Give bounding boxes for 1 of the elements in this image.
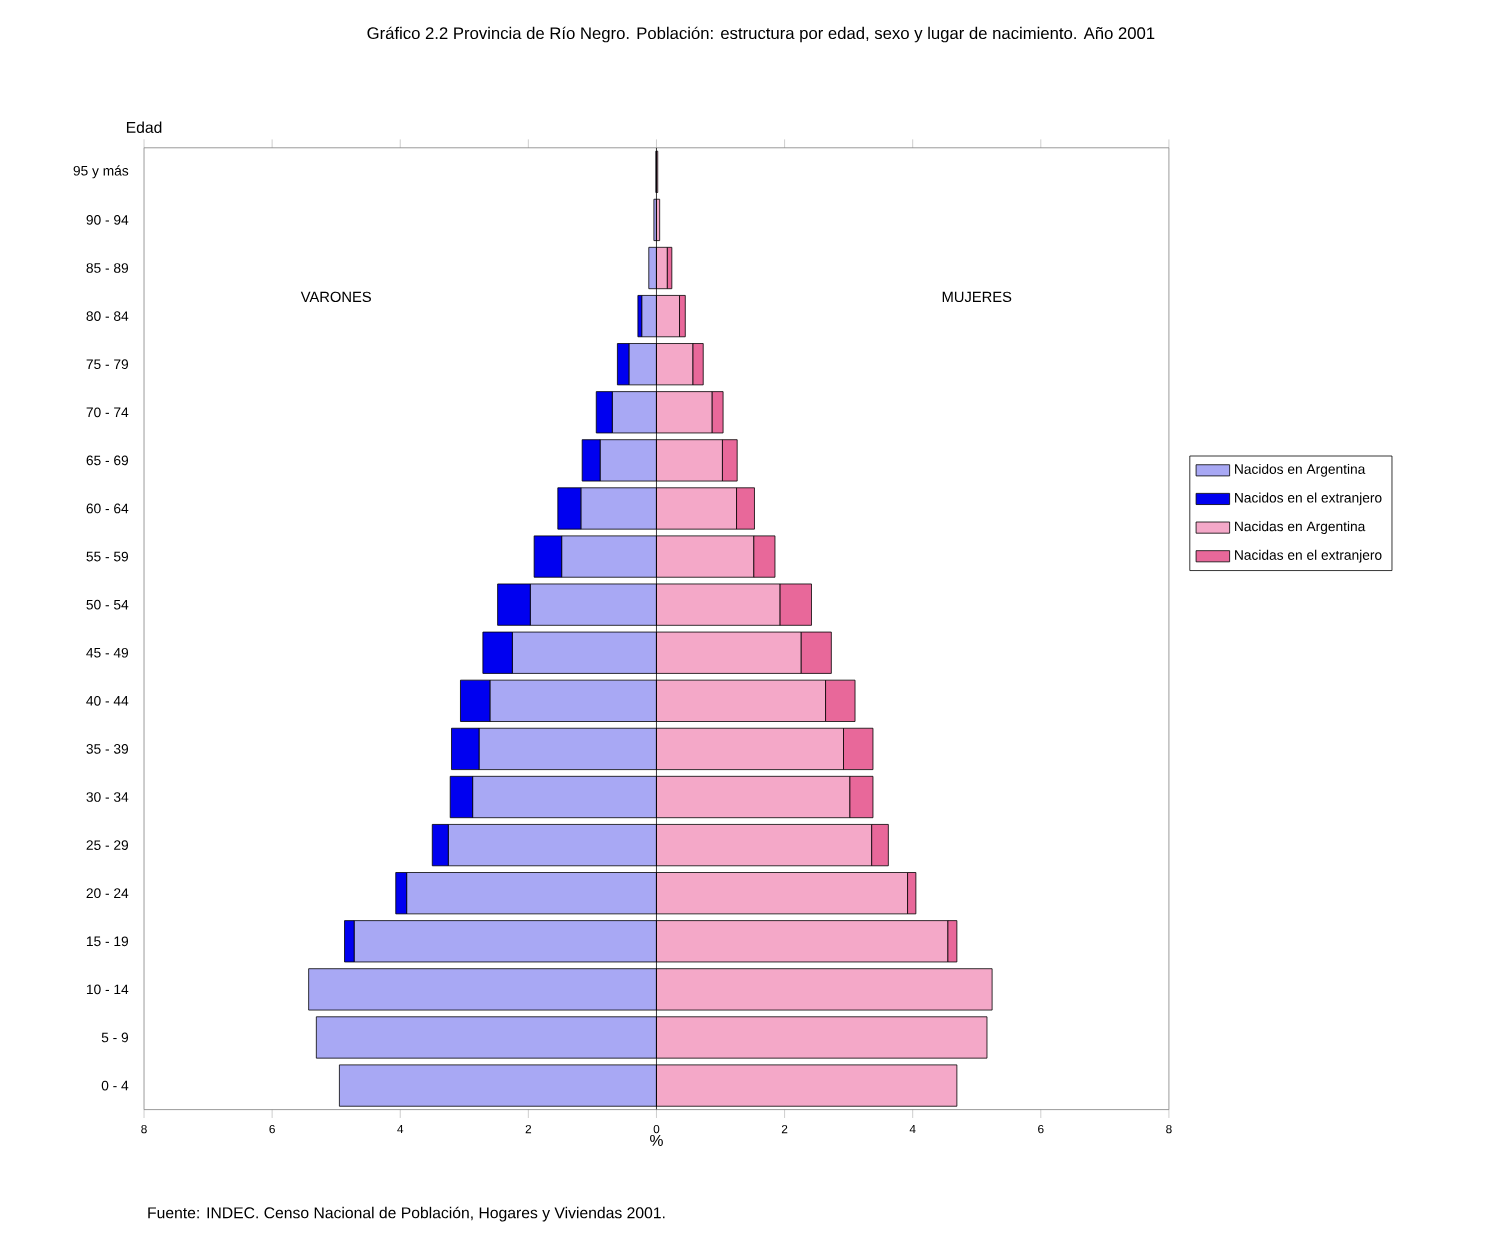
chart-title: Gráfico 2.2 Provincia de Río Negro. Población: estructura por edad, sexo y lugar de nacimiento. Año 2001 <box>367 26 1155 43</box>
